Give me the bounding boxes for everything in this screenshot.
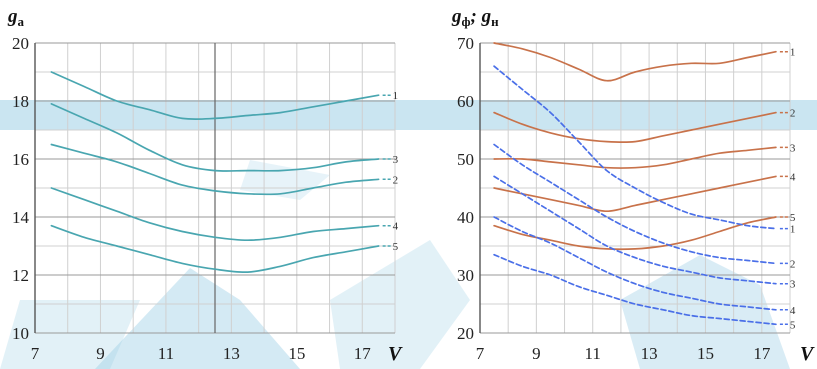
- watermark-shape: [95, 268, 300, 369]
- right-dashed-series-3: [493, 175, 777, 285]
- right-y-tick-label: 20: [457, 324, 474, 343]
- left-line-series-3: [50, 103, 380, 172]
- left-x-tick-label: 7: [31, 344, 40, 363]
- right-y-label-part1: g: [451, 6, 462, 27]
- watermark-band: [0, 100, 817, 130]
- left-y-tick-label: 16: [12, 150, 29, 169]
- right-y-tick-label: 50: [457, 150, 474, 169]
- left-line-series-label: 4: [393, 221, 399, 233]
- right-dashed-series-label: 1: [790, 224, 796, 236]
- right-solid-series-label: 1: [790, 47, 796, 59]
- right-solid-series-label: 2: [790, 108, 796, 120]
- right-x-tick-label: 15: [697, 344, 714, 363]
- right-x-tick-label: 17: [753, 344, 771, 363]
- left-line-series-label: 2: [393, 174, 399, 186]
- right-x-tick-label: 13: [641, 344, 658, 363]
- right-solid-series-4: [493, 175, 777, 213]
- left-line-series-4: [50, 187, 380, 242]
- right-solid-series-1: [493, 42, 777, 82]
- right-dashed-series-5: [493, 253, 777, 326]
- right-y-tick-label: 70: [457, 34, 474, 53]
- left-y-tick-label: 20: [12, 34, 29, 53]
- right-dashed-series-2: [493, 143, 777, 265]
- left-line-series-1: [50, 71, 380, 121]
- right-y-axis-label: gф; gн: [451, 6, 499, 29]
- left-x-axis-label: V: [388, 343, 403, 365]
- right-x-tick-label: 11: [585, 344, 601, 363]
- right-x-axis-label: V: [800, 343, 815, 365]
- left-line-series-5: [50, 224, 380, 274]
- left-line-series-label: 5: [393, 241, 399, 253]
- right-y-tick-label: 60: [457, 92, 474, 111]
- right-y-label-sub1: ф: [462, 14, 471, 29]
- left-y-tick-label: 10: [12, 324, 29, 343]
- left-y-label-sub: a: [18, 14, 25, 29]
- left-y-tick-label: 14: [12, 208, 30, 227]
- right-dashed-series-4: [493, 216, 777, 311]
- right-solid-series-2: [493, 111, 777, 144]
- left-x-tick-label: 17: [354, 344, 372, 363]
- right-dashed-series-1: [493, 65, 777, 230]
- right-y-tick-label: 40: [457, 208, 474, 227]
- right-solid-series-5: [493, 216, 777, 251]
- right-y-label-part2: g: [481, 6, 492, 27]
- right-y-label-sep: ;: [471, 6, 482, 27]
- right-solid-series-label: 4: [790, 171, 796, 183]
- left-x-tick-label: 9: [96, 344, 105, 363]
- left-x-tick-label: 13: [223, 344, 240, 363]
- right-solid-series-label: 3: [790, 142, 796, 154]
- right-dashed-series-label: 5: [790, 319, 796, 331]
- watermark-shape: [330, 240, 470, 369]
- right-x-tick-label: 7: [476, 344, 485, 363]
- right-x-tick-label: 9: [532, 344, 541, 363]
- right-solid-series-3: [493, 146, 777, 169]
- right-y-tick-label: 30: [457, 266, 474, 285]
- right-grid: [479, 42, 791, 334]
- right-dashed-series-label: 3: [790, 279, 796, 291]
- left-y-axis-label: ga: [7, 6, 25, 29]
- left-x-tick-label: 11: [158, 344, 174, 363]
- left-line-series-label: 1: [393, 90, 399, 102]
- left-y-label-main: g: [7, 6, 18, 27]
- right-dashed-series-label: 4: [790, 305, 796, 317]
- right-solid-series-label: 5: [790, 212, 796, 224]
- left-y-tick-label: 12: [12, 266, 29, 285]
- right-y-label-sub2: н: [491, 14, 499, 29]
- right-dashed-series-label: 2: [790, 258, 796, 270]
- left-x-tick-label: 15: [288, 344, 305, 363]
- left-y-tick-label: 18: [12, 92, 29, 111]
- left-line-series-2: [50, 143, 380, 196]
- left-line-series-label: 3: [393, 154, 399, 166]
